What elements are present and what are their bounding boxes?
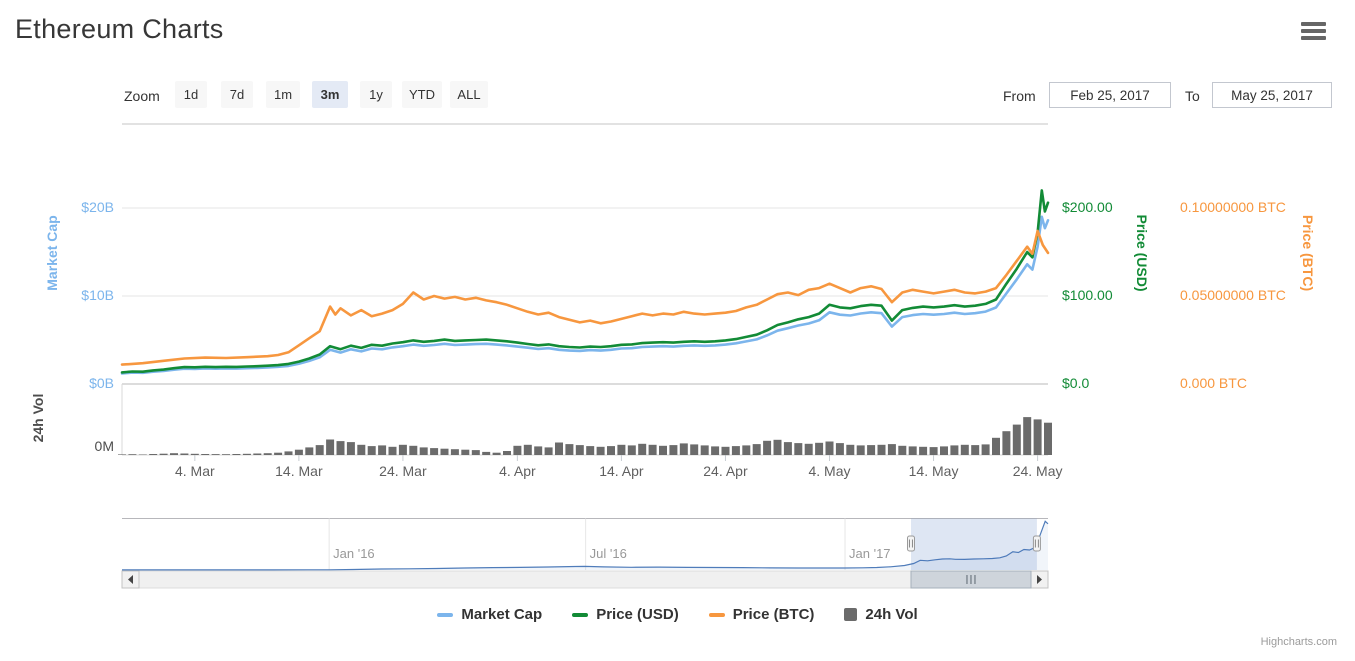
hamburger-menu-icon[interactable]	[1301, 22, 1326, 40]
zoom-button-1y[interactable]: 1y	[360, 81, 392, 108]
legend-label: Price (BTC)	[732, 606, 815, 623]
legend-label: Price (USD)	[596, 606, 679, 623]
highcharts-credits-link[interactable]: Highcharts.com	[1260, 636, 1337, 648]
navigator-right-handle[interactable]	[1032, 535, 1041, 552]
zoom-button-3m-selected[interactable]: 3m	[312, 81, 348, 108]
chart-legend: Market Cap Price (USD) Price (BTC) 24h V…	[0, 606, 1355, 623]
navigator-left-handle[interactable]	[907, 535, 915, 552]
navigator-selected-range[interactable]	[911, 518, 1037, 571]
zoom-button-1d[interactable]: 1d	[175, 81, 207, 108]
from-date-input[interactable]	[1049, 82, 1171, 108]
legend-item-24h-vol[interactable]: 24h Vol	[844, 606, 918, 623]
market-cap-line-swatch-icon	[437, 612, 454, 617]
scrollbar-right-arrow-icon	[1037, 575, 1042, 584]
legend-item-price-btc[interactable]: Price (BTC)	[708, 606, 815, 623]
zoom-button-ytd[interactable]: YTD	[402, 81, 442, 108]
from-label: From	[1003, 88, 1036, 104]
price-usd-line-swatch-icon	[572, 612, 589, 617]
legend-item-market-cap[interactable]: Market Cap	[437, 606, 542, 623]
hamburger-bar	[1301, 36, 1326, 40]
volume-square-swatch-icon	[844, 608, 858, 621]
legend-item-price-usd[interactable]: Price (USD)	[572, 606, 679, 623]
hamburger-bar	[1301, 29, 1326, 33]
page-title: Ethereum Charts	[15, 14, 224, 44]
zoom-button-all[interactable]: ALL	[450, 81, 488, 108]
legend-label: 24h Vol	[865, 606, 918, 623]
zoom-button-1m[interactable]: 1m	[266, 81, 300, 108]
zoom-label: Zoom	[124, 88, 160, 104]
hamburger-bar	[1301, 22, 1326, 26]
legend-label: Market Cap	[461, 606, 543, 623]
to-date-input[interactable]	[1212, 82, 1332, 108]
zoom-button-7d[interactable]: 7d	[221, 81, 253, 108]
price-btc-line-swatch-icon	[708, 612, 725, 617]
scrollbar-track[interactable]	[138, 570, 1032, 589]
scrollbar-left-arrow-icon	[128, 575, 133, 584]
to-label: To	[1185, 88, 1200, 104]
